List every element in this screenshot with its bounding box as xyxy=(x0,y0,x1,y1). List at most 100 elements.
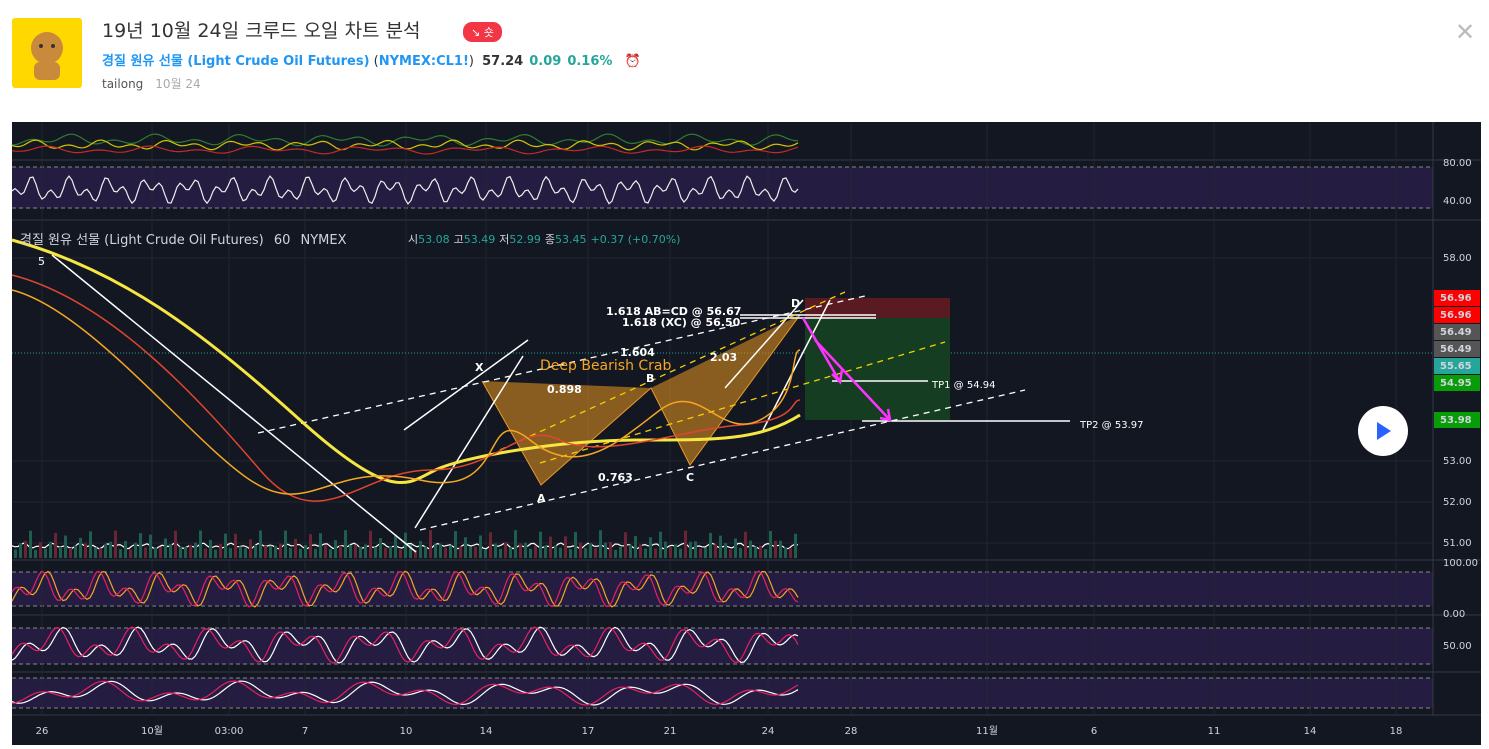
volume-bar xyxy=(364,544,367,558)
volume-bar xyxy=(594,547,597,558)
time-label: 03:00 xyxy=(215,726,244,737)
volume-bar xyxy=(129,549,132,558)
volume-bar xyxy=(494,543,497,558)
volume-bar xyxy=(309,534,312,558)
time-label: 11월 xyxy=(976,725,998,737)
price-badge xyxy=(1434,341,1480,357)
volume-bar xyxy=(154,547,157,558)
price-badge xyxy=(1434,290,1480,306)
volume-bar xyxy=(689,541,692,558)
volume-bar xyxy=(39,542,42,558)
stoch-d xyxy=(11,570,799,608)
volume-bar xyxy=(509,547,512,558)
volume-bar xyxy=(404,532,407,558)
volume-bar xyxy=(419,540,422,558)
abcd-label: 1.618 AB=CD @ 56.67 xyxy=(606,305,741,318)
volume-bar xyxy=(234,533,237,558)
volume-bar xyxy=(754,546,757,558)
volume-bar xyxy=(764,549,767,558)
time-label: 17 xyxy=(582,726,595,737)
volume-bar xyxy=(84,543,87,558)
point-label: X xyxy=(475,361,484,374)
volume-bar xyxy=(219,543,222,558)
volume-bar xyxy=(599,530,602,558)
volume-bar xyxy=(724,543,727,558)
volume-bar xyxy=(149,534,152,558)
l-label: 저 xyxy=(499,233,509,246)
volume-bar xyxy=(69,547,72,558)
symbol-link[interactable]: 경질 원유 선물 (Light Crude Oil Futures) xyxy=(102,54,370,69)
author[interactable]: tailong xyxy=(102,77,144,91)
volume-bar xyxy=(639,544,642,558)
volume-bar xyxy=(209,539,212,558)
volume-bar xyxy=(379,537,382,558)
l-value: 52.99 xyxy=(509,233,541,246)
volume-bar xyxy=(399,549,402,558)
volume-bar xyxy=(114,530,117,558)
channels xyxy=(51,254,1070,553)
volume-bar xyxy=(794,533,797,558)
time-label: 10월 xyxy=(141,725,163,737)
volume-bar xyxy=(14,549,17,558)
volume-bar xyxy=(79,537,82,558)
volume-bar xyxy=(649,537,652,558)
volume-bar xyxy=(664,541,667,558)
volume-bar xyxy=(529,548,532,558)
volume-bar xyxy=(414,549,417,558)
volume-bar xyxy=(74,545,77,558)
o-value: 53.08 xyxy=(418,233,450,246)
time-label: 14 xyxy=(480,726,493,737)
volume-bar xyxy=(384,547,387,558)
ticker-link[interactable]: NYMEX:CL1! xyxy=(378,54,469,69)
volume-bar xyxy=(349,545,352,558)
volume-bar xyxy=(719,535,722,558)
indicator-label: 50.00 xyxy=(1443,641,1472,652)
price-badge-label: 54.95 xyxy=(1440,378,1472,389)
legend-interval: 60 xyxy=(274,233,291,248)
point-label: B xyxy=(646,372,654,385)
legend-name: 경질 원유 선물 (Light Crude Oil Futures) xyxy=(20,233,264,248)
volume-bar xyxy=(344,530,347,558)
author-row: tailong 10월 24 xyxy=(102,75,201,92)
volume-bar xyxy=(89,531,92,558)
avatar[interactable] xyxy=(12,18,82,88)
volume-bar xyxy=(389,545,392,558)
date: 10월 24 xyxy=(155,77,201,91)
volume-bar xyxy=(709,532,712,558)
volume-bar xyxy=(679,548,682,558)
time-label: 10 xyxy=(400,726,413,737)
time-label: 11 xyxy=(1208,726,1221,737)
volume-bar xyxy=(629,545,632,558)
volume-bar xyxy=(619,546,622,558)
yellow-dashed xyxy=(499,291,946,464)
point-label: D xyxy=(791,297,800,310)
badge-text: 숏 xyxy=(483,26,494,39)
volume-bar xyxy=(574,531,577,558)
volume-bar xyxy=(19,543,22,558)
close-button[interactable]: ✕ xyxy=(1455,18,1476,46)
osc3-red xyxy=(11,680,799,706)
volume-bar xyxy=(604,542,607,558)
price-badge-label: 53.98 xyxy=(1440,415,1472,426)
volume-bar xyxy=(199,530,202,558)
volume-bar xyxy=(289,547,292,558)
price-badge xyxy=(1434,358,1480,374)
legend-exchange: NYMEX xyxy=(301,233,347,248)
volume-bar xyxy=(444,547,447,558)
volume-bar xyxy=(274,545,277,558)
volume-bar xyxy=(189,544,192,558)
osc-red xyxy=(11,145,799,155)
c-label: 종 xyxy=(545,233,555,246)
h-label: 고 xyxy=(454,233,464,246)
time-label: 21 xyxy=(664,726,677,737)
volume-bar xyxy=(314,548,317,558)
volume-bar xyxy=(584,547,587,558)
target-zone xyxy=(805,318,950,420)
dashed-channels xyxy=(257,295,1026,531)
alarm-icon[interactable]: ⏰ xyxy=(624,54,641,69)
play-button[interactable] xyxy=(1358,406,1408,456)
header: 19년 10월 24일 크루드 오일 차트 분석 ↘ 숏 경질 원유 선물 (L… xyxy=(0,0,1489,120)
volume-bar xyxy=(464,537,467,558)
pane-count: 5 xyxy=(38,255,45,268)
